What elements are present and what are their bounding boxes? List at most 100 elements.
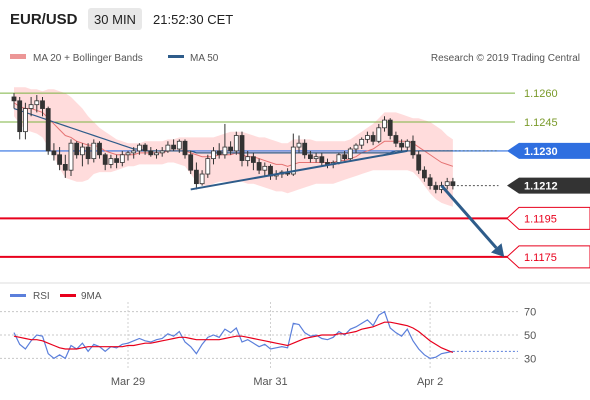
candle-body bbox=[393, 135, 399, 144]
candle-body bbox=[182, 140, 188, 156]
candle bbox=[364, 131, 370, 144]
candle bbox=[102, 152, 108, 171]
last-price-label: 1.1212 bbox=[524, 181, 558, 193]
projection-arrow-head bbox=[491, 243, 505, 257]
candle-body bbox=[136, 144, 142, 152]
candle-body bbox=[387, 119, 393, 136]
rsi-tick-label: 30 bbox=[524, 353, 536, 365]
candle bbox=[80, 143, 85, 167]
bollinger-legend-label: MA 20 + Bollinger Bands bbox=[33, 53, 143, 64]
date-label: Apr 2 bbox=[417, 376, 443, 388]
rsi-line bbox=[13, 310, 454, 360]
candle-body bbox=[404, 140, 410, 148]
candle bbox=[62, 154, 68, 178]
candle bbox=[433, 181, 439, 194]
candle-body bbox=[51, 150, 57, 156]
candle bbox=[136, 143, 142, 155]
candle-body bbox=[233, 135, 239, 152]
candle-body bbox=[119, 154, 125, 163]
price-chart: 1.1260 1.1245 1.1230 1.1212 1.1195 1.1175 bbox=[0, 87, 590, 269]
candle-body bbox=[296, 142, 302, 148]
candle-body bbox=[131, 150, 137, 154]
candle-body bbox=[290, 146, 296, 175]
candle-body bbox=[114, 158, 119, 163]
candle bbox=[319, 152, 325, 167]
candle-body bbox=[353, 144, 359, 150]
rsi-ma-legend-label: 9MA bbox=[81, 291, 102, 302]
candle bbox=[347, 147, 353, 161]
bollinger-legend-swatch bbox=[10, 54, 26, 59]
candle-body bbox=[108, 158, 114, 165]
candle bbox=[51, 143, 57, 161]
candle-body bbox=[62, 164, 68, 171]
candle bbox=[387, 118, 393, 140]
candle bbox=[74, 141, 80, 159]
candle bbox=[114, 154, 119, 169]
candle-body bbox=[188, 154, 194, 171]
candle-body bbox=[45, 108, 51, 152]
candle bbox=[216, 143, 222, 159]
level-label: 1.1245 bbox=[524, 117, 558, 129]
candle-body bbox=[176, 140, 182, 150]
date-label: Mar 31 bbox=[253, 376, 287, 388]
candle-body bbox=[57, 154, 62, 165]
candle-body bbox=[319, 156, 325, 163]
candle bbox=[28, 96, 34, 117]
candle-body bbox=[307, 154, 313, 160]
ma20-line bbox=[13, 102, 454, 167]
candle bbox=[97, 141, 102, 159]
candle-body bbox=[239, 135, 245, 161]
candle bbox=[211, 147, 216, 165]
candle-body bbox=[382, 119, 387, 129]
candle-body bbox=[80, 146, 85, 156]
projection-arrow-shaft bbox=[440, 184, 498, 249]
timeframe-badge bbox=[88, 8, 142, 30]
candle bbox=[222, 123, 228, 159]
candle bbox=[85, 143, 91, 165]
candle bbox=[256, 158, 262, 175]
candle-body bbox=[256, 162, 262, 171]
support-tag bbox=[506, 206, 590, 230]
rsi-tick-label: 70 bbox=[524, 307, 536, 319]
timeframe-label: 30 MIN bbox=[94, 12, 136, 27]
ma50-legend-swatch bbox=[168, 55, 184, 58]
candle-body bbox=[211, 150, 216, 160]
candle bbox=[228, 141, 234, 155]
candle-body bbox=[85, 146, 91, 160]
candle-body bbox=[159, 150, 165, 154]
candle-body bbox=[97, 142, 102, 156]
candle bbox=[108, 154, 114, 169]
candle-body bbox=[364, 135, 370, 140]
candle bbox=[262, 162, 268, 176]
candle-body bbox=[193, 169, 199, 185]
candle-body bbox=[17, 100, 23, 133]
candle-body bbox=[399, 142, 405, 148]
candle-body bbox=[444, 181, 450, 186]
candle bbox=[193, 162, 199, 190]
candle-body bbox=[302, 142, 308, 156]
candle bbox=[57, 147, 62, 171]
candle-body bbox=[336, 154, 342, 163]
candle bbox=[11, 93, 17, 109]
candle bbox=[410, 135, 416, 159]
candle-body bbox=[171, 144, 177, 150]
rsi-legend-label: RSI bbox=[33, 291, 50, 302]
candle bbox=[205, 154, 211, 178]
candle bbox=[239, 131, 245, 167]
candle-body bbox=[228, 146, 234, 152]
candle-body bbox=[34, 100, 40, 106]
candle-body bbox=[245, 156, 251, 161]
candle bbox=[154, 148, 159, 159]
candle-body bbox=[450, 181, 456, 186]
candle bbox=[17, 96, 23, 140]
candle-body bbox=[142, 144, 148, 152]
candle-body bbox=[342, 154, 348, 160]
candle bbox=[450, 177, 456, 190]
rsi-tick-label: 50 bbox=[524, 330, 536, 342]
candle bbox=[233, 131, 239, 155]
candle bbox=[376, 123, 382, 144]
candle-body bbox=[222, 146, 228, 156]
candle bbox=[165, 141, 171, 153]
candle-body bbox=[347, 148, 353, 160]
